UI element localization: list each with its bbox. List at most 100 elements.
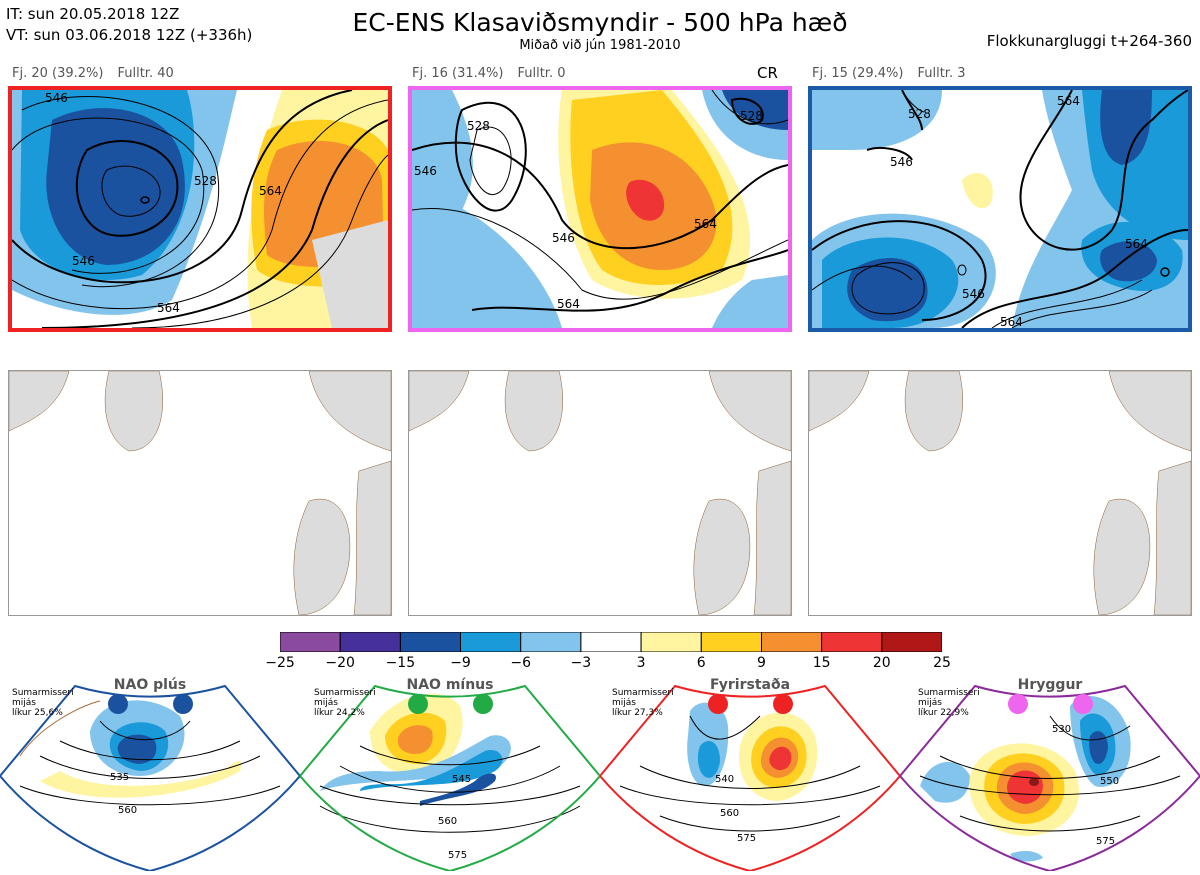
- prob-line: Sumarmisseri: [314, 688, 376, 698]
- contour-label: 546: [45, 91, 68, 105]
- prob-line: líkur 27,3%: [612, 708, 663, 718]
- page-title: EC-ENS Klasaviðsmyndir - 500 hPa hæð: [352, 8, 848, 37]
- cluster-3-representative: Fulltr. 3: [917, 66, 966, 81]
- regime-dot: [708, 694, 728, 714]
- prob-line: líkur 22,9%: [918, 708, 969, 718]
- contour-label: 564: [259, 184, 282, 198]
- regime-nao-plus: 535 560: [0, 676, 302, 873]
- colorbar-tick-label: −25: [265, 655, 295, 671]
- base-map-1: [8, 370, 392, 616]
- colorbar-swatch: [399, 631, 462, 653]
- regime-title-nao-plus: NAO plús: [113, 677, 187, 693]
- regime-dot: [173, 694, 193, 714]
- regime-dot: [1073, 694, 1093, 714]
- regime-dot: [773, 694, 793, 714]
- cluster-1-percent: Fj. 20 (39.2%): [12, 66, 104, 81]
- regime-dot: [108, 694, 128, 714]
- contour-label: 560: [118, 805, 137, 816]
- cluster-2-map: 528 546 528 546 564 564: [408, 86, 792, 332]
- contour-label: 528: [194, 174, 217, 188]
- colorbar-tick-label: 15: [812, 655, 831, 671]
- contour-label: 575: [1096, 836, 1115, 847]
- cluster-1-representative: Fulltr. 40: [117, 66, 174, 81]
- regime-title-ridge: Hryggur: [1017, 677, 1083, 693]
- regime-prob-blocking: Sumarmisseri mijás líkur 27,3%: [612, 688, 674, 718]
- colorbar-swatch: [339, 631, 401, 653]
- regime-ridge: 530 550 575: [898, 676, 1200, 873]
- regime-nao-minus: 545 560 575: [298, 676, 602, 873]
- contour-label: 528: [467, 119, 490, 133]
- base-map-2: [408, 370, 792, 616]
- cluster-2-percent: Fj. 16 (31.4%): [412, 66, 504, 81]
- cluster-2-label: Fj. 16 (31.4%) Fulltr. 0: [412, 66, 580, 81]
- prob-line: mijás: [314, 698, 338, 708]
- regime-dot: [1008, 694, 1028, 714]
- colorbar-tick-label: −20: [325, 655, 355, 671]
- regime-prob-ridge: Sumarmisseri mijás líkur 22,9%: [918, 688, 980, 718]
- valid-time: VT: sun 03.06.2018 12Z (+336h): [6, 26, 253, 44]
- colorbar-swatch: [640, 631, 702, 653]
- cluster-window: Flokkunargluggi t+264-360: [986, 32, 1192, 50]
- colorbar-tick-label: 20: [872, 655, 891, 671]
- contour-label: 528: [908, 107, 931, 121]
- contour-label: 540: [715, 774, 734, 785]
- prob-line: líkur 25,6%: [12, 708, 63, 718]
- contour-label: 528: [740, 109, 763, 123]
- colorbar-tick-label: 6: [696, 655, 706, 671]
- contour-label: 575: [448, 850, 467, 861]
- contour-label: 545: [452, 774, 471, 785]
- header-info: IT: sun 20.05.2018 12Z VT: sun 03.06.201…: [6, 4, 252, 46]
- prob-line: mijás: [612, 698, 636, 708]
- prob-line: líkur 24,2%: [314, 708, 365, 718]
- page-subtitle: Miðað við jún 1981-2010: [519, 38, 681, 53]
- contour-label: 564: [1000, 315, 1023, 328]
- colorbar-swatch: [881, 631, 943, 653]
- colorbar-swatch: [821, 631, 883, 653]
- contour-label: 546: [890, 155, 913, 169]
- contour-label: 530: [1052, 724, 1071, 735]
- colorbar-swatch: [460, 631, 522, 653]
- prob-line: mijás: [918, 698, 942, 708]
- initial-time: IT: sun 20.05.2018 12Z: [6, 5, 180, 23]
- contour-label: 564: [1057, 94, 1080, 108]
- regime-prob-nao-plus: Sumarmisseri mijás líkur 25,6%: [12, 688, 74, 718]
- cluster-3-map: 528 546 564 546 564 564: [808, 86, 1192, 332]
- colorbar-swatches: [279, 631, 943, 653]
- cluster-3-percent: Fj. 15 (29.4%): [812, 66, 904, 81]
- colorbar-swatch: [520, 631, 582, 653]
- regime-dot: [408, 694, 428, 714]
- colorbar-tick-label: 25: [933, 655, 951, 671]
- contour-label: 546: [962, 287, 985, 301]
- regime-title-nao-minus: NAO mínus: [406, 677, 494, 693]
- prob-line: Sumarmisseri: [918, 688, 980, 698]
- colorbar-swatch: [279, 631, 341, 653]
- contour-label: 564: [557, 297, 580, 311]
- colorbar-swatch: [580, 631, 642, 653]
- regime-title-blocking: Fyrirstaða: [709, 677, 791, 693]
- contour-label: 560: [438, 816, 457, 827]
- contour-label: 546: [414, 164, 437, 178]
- contour-label: 564: [694, 217, 717, 231]
- cluster-1-map: 546 528 546 564 564: [8, 86, 392, 332]
- cluster-3-label: Fj. 15 (29.4%) Fulltr. 3: [812, 66, 980, 81]
- colorbar-tick-label: 9: [756, 655, 766, 671]
- prob-line: Sumarmisseri: [12, 688, 74, 698]
- colorbar-tick-label: 3: [636, 655, 646, 671]
- contour-label: 564: [1125, 237, 1148, 251]
- regime-prob-nao-minus: Sumarmisseri mijás líkur 24,2%: [314, 688, 376, 718]
- contour-label: 546: [72, 254, 95, 268]
- prob-line: mijás: [12, 698, 36, 708]
- regime-dot: [473, 694, 493, 714]
- cluster-2-representative: Fulltr. 0: [517, 66, 566, 81]
- control-run-marker: CR: [757, 64, 778, 82]
- contour-label: 560: [720, 808, 739, 819]
- contour-label: 564: [157, 301, 180, 315]
- cluster-1-label: Fj. 20 (39.2%) Fulltr. 40: [12, 66, 188, 81]
- colorbar-tick-label: −9: [450, 655, 471, 671]
- contour-label: 546: [552, 231, 575, 245]
- contour-label: 535: [110, 772, 129, 783]
- regime-blocking: 540 560 575: [598, 676, 902, 873]
- contour-label: 550: [1100, 776, 1119, 787]
- colorbar: [279, 631, 943, 653]
- colorbar-tick-label: −3: [570, 655, 592, 671]
